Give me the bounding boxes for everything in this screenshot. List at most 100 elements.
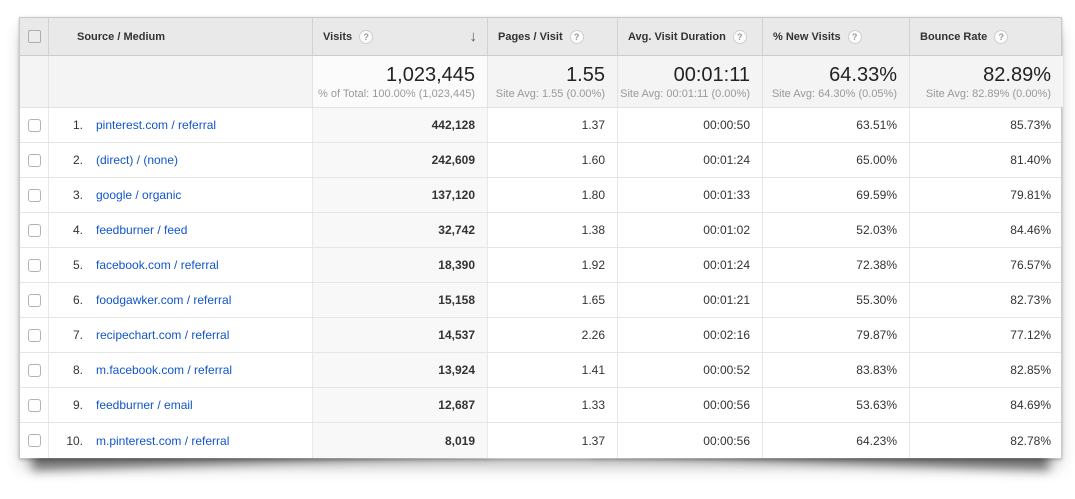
header-source-medium[interactable]: Source / Medium bbox=[48, 18, 312, 55]
row-bounce-cell: 84.69% bbox=[909, 388, 1063, 422]
row-bounce-cell: 81.40% bbox=[909, 143, 1063, 177]
table-row: 6. foodgawker.com / referral 15,158 1.65… bbox=[20, 283, 1061, 318]
row-visits-cell: 442,128 bbox=[312, 108, 487, 142]
row-checkbox[interactable] bbox=[27, 398, 41, 412]
row-new-visits-value: 65.00% bbox=[856, 153, 897, 167]
row-bounce-cell: 85.73% bbox=[909, 108, 1063, 142]
row-visits-value: 14,537 bbox=[438, 328, 475, 342]
row-new-visits-value: 55.30% bbox=[856, 293, 897, 307]
source-medium-link[interactable]: m.pinterest.com / referral bbox=[96, 433, 230, 448]
header-duration-label: Avg. Visit Duration bbox=[628, 30, 726, 43]
help-icon[interactable]: ? bbox=[359, 29, 374, 44]
header-pct-new-visits[interactable]: % New Visits ? bbox=[762, 18, 909, 55]
row-pages-cell: 1.37 bbox=[487, 423, 617, 458]
select-all-cell bbox=[20, 18, 48, 55]
row-checkbox[interactable] bbox=[27, 118, 41, 132]
help-icon[interactable]: ? bbox=[994, 29, 1009, 44]
row-rank: 6. bbox=[72, 293, 83, 307]
row-pages-cell: 2.26 bbox=[487, 318, 617, 352]
row-checkbox[interactable] bbox=[27, 328, 41, 342]
row-visits-value: 242,609 bbox=[431, 153, 475, 167]
header-pages-per-visit[interactable]: Pages / Visit ? bbox=[487, 18, 617, 55]
header-new-visits-label: % New Visits bbox=[773, 30, 841, 43]
row-check-cell bbox=[20, 213, 48, 247]
summary-check-cell bbox=[20, 56, 48, 107]
sort-descending-icon[interactable]: ↓ bbox=[469, 28, 478, 45]
row-bounce-value: 77.12% bbox=[1010, 328, 1051, 342]
row-duration-value: 00:01:24 bbox=[703, 153, 750, 167]
row-bounce-cell: 82.73% bbox=[909, 283, 1063, 317]
row-visits-value: 8,019 bbox=[444, 433, 475, 448]
row-bounce-value: 84.69% bbox=[1010, 398, 1051, 412]
row-check-cell bbox=[20, 108, 48, 142]
row-visits-cell: 137,120 bbox=[312, 178, 487, 212]
source-medium-link[interactable]: (direct) / (none) bbox=[96, 153, 179, 167]
table-row: 8. m.facebook.com / referral 13,924 1.41… bbox=[20, 353, 1061, 388]
row-bounce-cell: 82.78% bbox=[909, 423, 1063, 458]
row-duration-cell: 00:01:02 bbox=[617, 213, 762, 247]
row-check-cell bbox=[20, 318, 48, 352]
help-icon[interactable]: ? bbox=[847, 29, 862, 44]
row-checkbox[interactable] bbox=[27, 434, 41, 447]
help-icon[interactable]: ? bbox=[569, 29, 584, 44]
row-rank: 1. bbox=[72, 118, 83, 132]
header-source-medium-label: Source / Medium bbox=[77, 30, 166, 43]
source-medium-link[interactable]: google / organic bbox=[96, 188, 182, 202]
row-pages-cell: 1.80 bbox=[487, 178, 617, 212]
row-source-cell: 7. recipechart.com / referral bbox=[48, 318, 312, 352]
row-pages-value: 1.41 bbox=[581, 363, 605, 377]
row-check-cell bbox=[20, 283, 48, 317]
row-checkbox[interactable] bbox=[27, 258, 41, 272]
source-medium-link[interactable]: foodgawker.com / referral bbox=[96, 293, 232, 307]
row-checkbox[interactable] bbox=[27, 188, 41, 202]
source-medium-link[interactable]: pinterest.com / referral bbox=[96, 118, 217, 132]
table-row: 10. m.pinterest.com / referral 8,019 1.3… bbox=[20, 423, 1061, 458]
table-row: 2. (direct) / (none) 242,609 1.60 00:01:… bbox=[20, 143, 1061, 178]
row-visits-value: 12,687 bbox=[438, 398, 475, 412]
row-duration-value: 00:01:02 bbox=[703, 223, 750, 237]
header-bounce-label: Bounce Rate bbox=[920, 30, 988, 43]
row-visits-cell: 13,924 bbox=[312, 353, 487, 387]
row-duration-value: 00:01:21 bbox=[703, 293, 750, 307]
row-pages-value: 1.37 bbox=[581, 118, 605, 132]
select-all-checkbox[interactable] bbox=[27, 30, 41, 43]
row-checkbox[interactable] bbox=[27, 153, 41, 167]
row-pages-cell: 1.65 bbox=[487, 283, 617, 317]
source-medium-link[interactable]: recipechart.com / referral bbox=[96, 328, 230, 342]
header-avg-visit-duration[interactable]: Avg. Visit Duration ? bbox=[617, 18, 762, 55]
row-duration-cell: 00:00:56 bbox=[617, 423, 762, 458]
row-visits-value: 15,158 bbox=[438, 293, 475, 307]
row-checkbox[interactable] bbox=[27, 293, 41, 307]
row-source-cell: 8. m.facebook.com / referral bbox=[48, 353, 312, 387]
summary-pages-cell: 1.55 Site Avg: 1.55 (0.00%) bbox=[487, 56, 617, 107]
row-pages-cell: 1.33 bbox=[487, 388, 617, 422]
row-new-visits-cell: 63.51% bbox=[762, 108, 909, 142]
source-medium-link[interactable]: m.facebook.com / referral bbox=[96, 363, 233, 377]
row-bounce-value: 76.57% bbox=[1010, 258, 1051, 272]
row-duration-cell: 00:00:50 bbox=[617, 108, 762, 142]
header-bounce-rate[interactable]: Bounce Rate ? bbox=[909, 18, 1063, 55]
row-visits-value: 442,128 bbox=[431, 118, 475, 132]
row-pages-cell: 1.60 bbox=[487, 143, 617, 177]
row-duration-cell: 00:01:33 bbox=[617, 178, 762, 212]
header-visits[interactable]: Visits ? ↓ bbox=[312, 18, 487, 55]
row-duration-value: 00:02:16 bbox=[703, 328, 750, 342]
summary-duration-cell: 00:01:11 Site Avg: 00:01:11 (0.00%) bbox=[617, 56, 762, 107]
row-bounce-value: 81.40% bbox=[1010, 153, 1051, 167]
summary-row: 1,023,445 % of Total: 100.00% (1,023,445… bbox=[20, 56, 1063, 108]
row-checkbox[interactable] bbox=[27, 363, 41, 377]
row-pages-value: 1.60 bbox=[581, 153, 605, 167]
row-checkbox[interactable] bbox=[27, 223, 41, 237]
source-medium-link[interactable]: feedburner / feed bbox=[96, 223, 188, 237]
table-row: 1. pinterest.com / referral 442,128 1.37… bbox=[20, 108, 1061, 143]
row-visits-value: 32,742 bbox=[438, 223, 475, 237]
source-medium-link[interactable]: facebook.com / referral bbox=[96, 258, 219, 272]
table-row: 9. feedburner / email 12,687 1.33 00:00:… bbox=[20, 388, 1061, 423]
source-medium-link[interactable]: feedburner / email bbox=[96, 398, 193, 412]
help-icon[interactable]: ? bbox=[732, 29, 747, 44]
row-new-visits-cell: 53.63% bbox=[762, 388, 909, 422]
row-pages-value: 1.80 bbox=[581, 188, 605, 202]
row-bounce-value: 82.85% bbox=[1010, 363, 1051, 377]
table-body: 1. pinterest.com / referral 442,128 1.37… bbox=[20, 108, 1061, 458]
row-check-cell bbox=[20, 178, 48, 212]
